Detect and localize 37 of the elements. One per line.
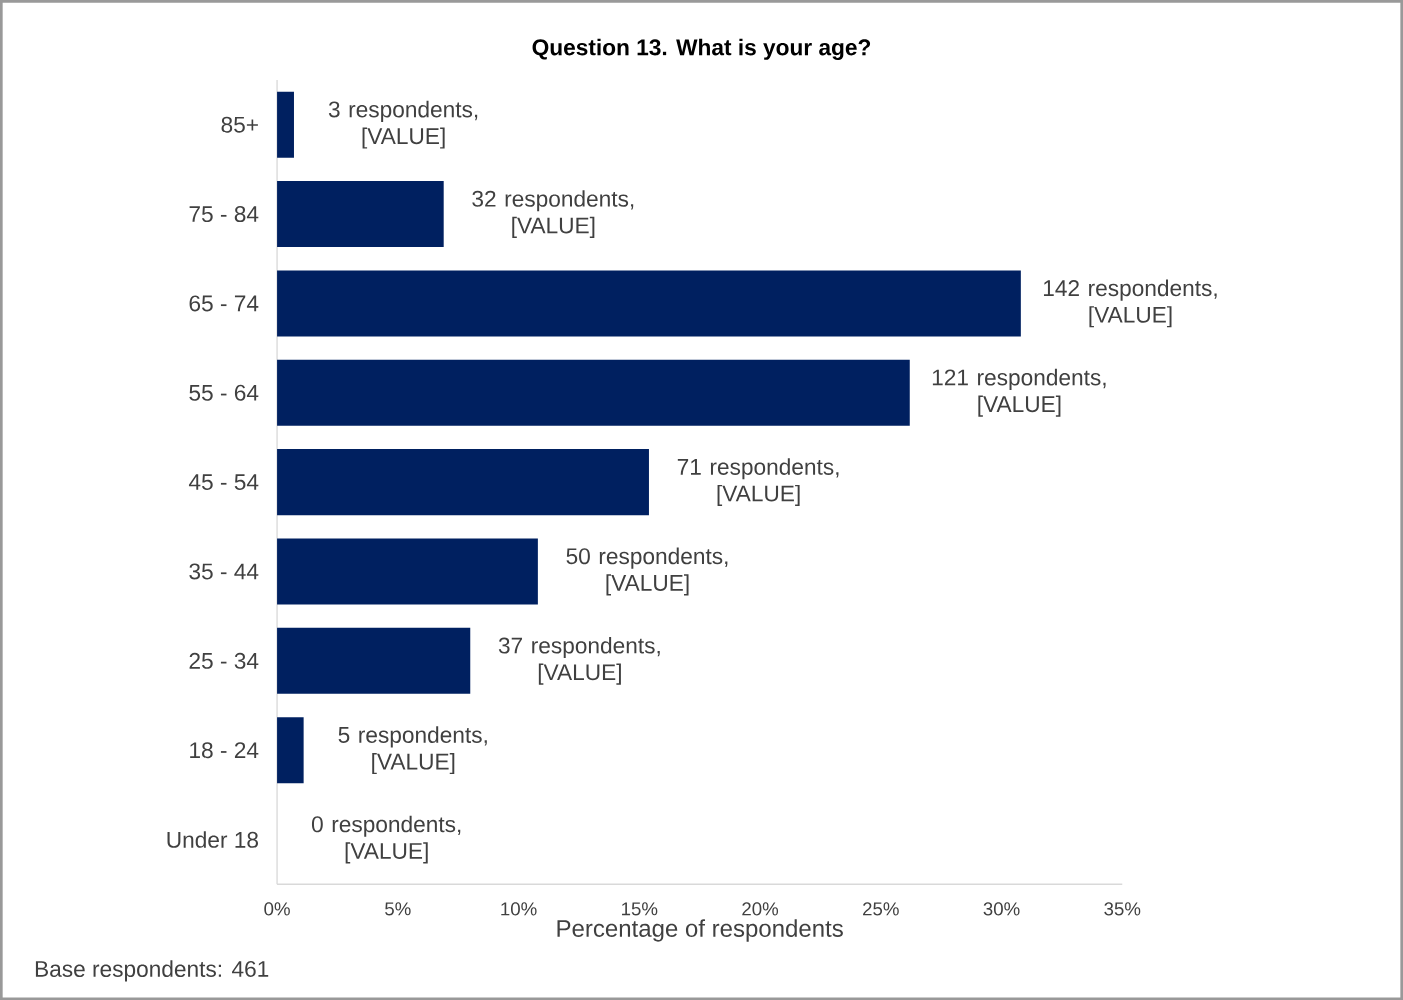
annotation: 71 respondents, [VALUE] bbox=[677, 458, 839, 506]
annotation: 32 respondents, [VALUE] bbox=[472, 190, 634, 238]
x-tick-label: 0% bbox=[264, 902, 290, 916]
y-tick-label: 45 - 54 bbox=[188, 474, 259, 490]
y-tick-label: 65 - 74 bbox=[189, 295, 259, 312]
annotation: 3 respondents, [VALUE] bbox=[328, 100, 478, 149]
bar bbox=[277, 627, 471, 694]
y-tick-label: 18 - 24 bbox=[190, 742, 259, 759]
x-tick-label: 20% bbox=[742, 902, 779, 916]
y-tick-label: 85+ bbox=[221, 116, 258, 133]
x-tick-label: 30% bbox=[983, 902, 1020, 916]
y-tick-label: 75 - 84 bbox=[189, 205, 259, 222]
annotation: 0 respondents, [VALUE] bbox=[311, 815, 461, 864]
bar bbox=[277, 91, 294, 158]
annotation: 37 respondents, [VALUE] bbox=[498, 636, 660, 685]
annotation: 142 respondents, [VALUE] bbox=[1043, 279, 1217, 328]
bar bbox=[277, 538, 538, 605]
x-tick-label: 15% bbox=[622, 902, 658, 916]
annotation: 50 respondents, [VALUE] bbox=[566, 547, 728, 596]
bar bbox=[277, 359, 910, 426]
y-tick-label: 35 - 44 bbox=[189, 563, 259, 580]
annotation: 5 respondents, [VALUE] bbox=[338, 726, 487, 774]
x-tick-label: 10% bbox=[501, 902, 537, 916]
bar bbox=[277, 449, 649, 516]
y-tick-label: 55 - 64 bbox=[189, 384, 259, 401]
bar bbox=[277, 270, 1021, 337]
x-tick-label: 35% bbox=[1104, 902, 1141, 916]
x-tick-label: 5% bbox=[385, 902, 411, 916]
bar bbox=[277, 717, 304, 784]
y-tick-label: 25 - 34 bbox=[189, 652, 259, 669]
x-axis-title: Percentage of respondents bbox=[557, 919, 843, 942]
text: Base respondents: 461 bbox=[35, 960, 269, 982]
y-tick-label: Under 18 bbox=[167, 831, 259, 848]
bar bbox=[277, 180, 444, 247]
x-tick-label: 25% bbox=[863, 902, 899, 916]
chart-title: Question 13. What is your age? bbox=[532, 38, 871, 60]
annotation: 121 respondents, [VALUE] bbox=[932, 368, 1106, 417]
